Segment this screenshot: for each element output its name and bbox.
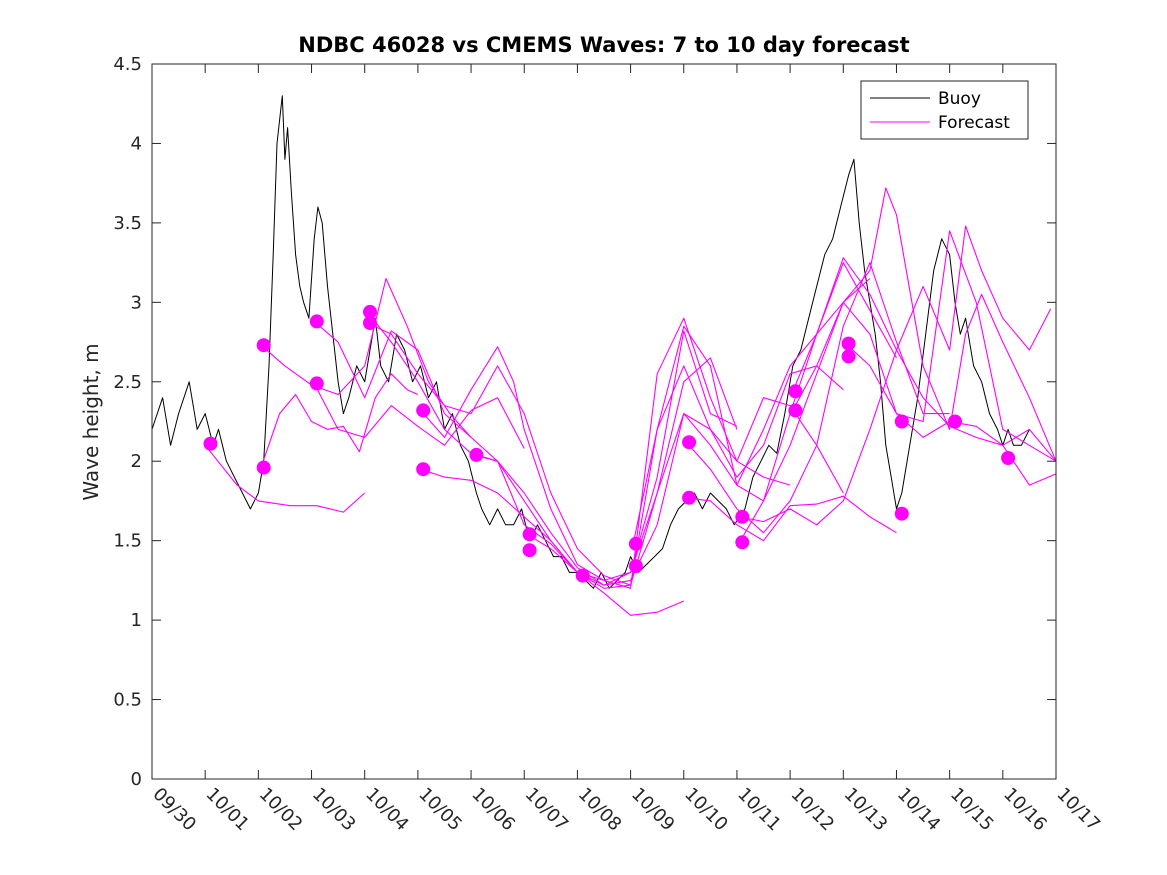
forecast-series-line-15 (739, 187, 1057, 543)
forecast-start-marker (363, 304, 377, 319)
y-tick-label: 1.5 (113, 531, 142, 552)
forecast-start-marker (682, 435, 697, 450)
forecast-start-marker (894, 506, 909, 521)
forecast-start-marker (416, 462, 431, 477)
forecast-start-marker (628, 536, 643, 551)
forecast-start-marker (522, 543, 537, 558)
forecast-start-marker (256, 338, 271, 353)
forecast-series-line-10 (473, 365, 844, 581)
forecast-series-line-17 (792, 257, 1057, 462)
series-layer (151, 95, 1057, 616)
forecast-start-marker (363, 316, 377, 330)
y-tick-label: 3.5 (113, 213, 142, 234)
forecast-start-marker (203, 436, 218, 451)
forecast-series-line-9 (420, 365, 844, 589)
legend: Buoy Forecast (860, 80, 1029, 140)
forecast-start-marker (948, 414, 962, 429)
y-tick-label: 4 (131, 133, 142, 154)
forecast-series-line-8 (420, 317, 791, 589)
legend-buoy-label: Buoy (938, 89, 981, 109)
forecast-start-marker (735, 509, 750, 524)
y-tick-label: 4.5 (113, 54, 142, 75)
forecast-series-line-6 (366, 311, 738, 586)
forecast-start-marker (628, 559, 643, 574)
y-axis-label: Wave height, m (79, 343, 103, 500)
y-tick-label: 3 (131, 292, 142, 313)
chart-title: NDBC 46028 vs CMEMS Waves: 7 to 10 day f… (298, 33, 909, 57)
y-tick-label: 1 (131, 610, 142, 631)
forecast-start-marker (894, 414, 909, 429)
legend-forecast-label: Forecast (938, 113, 1010, 133)
legend-box (860, 80, 1029, 140)
forecast-start-marker (841, 336, 856, 351)
forecast-series-line-5 (313, 383, 525, 449)
forecast-start-marker (788, 384, 803, 399)
forecast-start-marker (841, 349, 856, 364)
forecast-series-line-18 (792, 230, 1057, 462)
forecast-start-marker (735, 535, 750, 550)
forecast-start-marker (575, 568, 590, 583)
forecast-start-marker (256, 460, 271, 475)
axes-box (151, 63, 1057, 780)
y-tick-label: 2.5 (113, 372, 142, 393)
forecast-series-line-14 (686, 495, 897, 542)
y-tick-label: 0.5 (113, 690, 142, 711)
y-tick-label: 2 (131, 451, 142, 472)
forecast-series-line-16 (739, 225, 1052, 526)
forecast-series-line-2 (260, 373, 419, 468)
forecast-start-marker (309, 376, 324, 391)
y-tick-label: 0 (131, 769, 142, 790)
forecast-start-marker (416, 403, 431, 418)
forecast-start-marker (522, 527, 537, 542)
forecast-start-marker (788, 403, 803, 418)
forecast-start-marker (682, 490, 697, 505)
forecast-start-marker (309, 314, 324, 329)
forecast-start-marker (469, 447, 484, 462)
plot-area (152, 64, 1056, 779)
forecast-series-line-7 (367, 322, 738, 586)
forecast-start-marker (1001, 451, 1016, 465)
forecast-series-line-1 (204, 444, 366, 513)
